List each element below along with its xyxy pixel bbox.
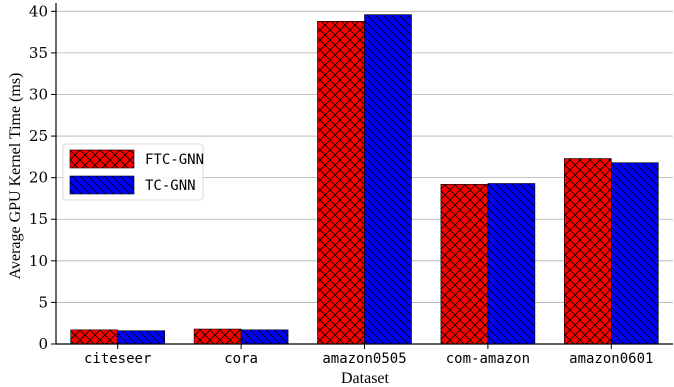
bar-tc-gnn-amazon0505 xyxy=(364,14,412,345)
y-tick-label: 40 xyxy=(29,2,48,20)
y-tick-label: 15 xyxy=(29,210,48,228)
legend-label-tc-gnn: TC-GNN xyxy=(145,178,196,194)
y-tick-label: 20 xyxy=(29,169,48,187)
x-axis-ticks: citeseer cora amazon0505 com-amazon amazon06… xyxy=(84,344,653,367)
legend-swatch-ftc-gnn xyxy=(69,149,135,169)
y-axis-ticks: 0 5 10 15 20 25 30 35 40 xyxy=(29,2,56,353)
bar-ftc-gnn-com-amazon xyxy=(440,184,489,345)
bar-tc-gnn-com-amazon xyxy=(487,183,536,345)
x-tick-label: amazon0505 xyxy=(322,351,406,367)
bar-tc-gnn-citeseer xyxy=(117,330,165,345)
legend: FTC-GNN TC-GNN xyxy=(62,143,204,201)
y-tick-label: 35 xyxy=(29,44,48,62)
bar-ftc-gnn-amazon0505 xyxy=(317,20,365,345)
bar-tc-gnn-cora xyxy=(240,329,289,345)
bar-ftc-gnn-citeseer xyxy=(70,329,118,345)
bar-ftc-gnn-amazon0601 xyxy=(563,158,612,345)
legend-swatch-tc-gnn xyxy=(69,175,135,195)
bar-tc-gnn-amazon0601 xyxy=(610,162,659,345)
x-tick-label: amazon0601 xyxy=(569,351,653,367)
bars xyxy=(70,14,659,345)
bar-ftc-gnn-cora xyxy=(193,328,242,345)
y-tick-label: 0 xyxy=(38,335,48,353)
x-tick-label: citeseer xyxy=(84,351,151,367)
y-tick-label: 5 xyxy=(38,293,48,311)
legend-label-ftc-gnn: FTC-GNN xyxy=(145,152,204,168)
x-axis-title: Dataset xyxy=(341,370,390,387)
y-tick-label: 25 xyxy=(29,127,48,145)
x-tick-label: cora xyxy=(224,351,258,367)
y-tick-label: 30 xyxy=(29,85,48,103)
y-axis-title: Average GPU Kernel Time (ms) xyxy=(7,73,24,280)
y-tick-label: 10 xyxy=(29,252,48,270)
x-tick-label: com-amazon xyxy=(446,351,530,367)
